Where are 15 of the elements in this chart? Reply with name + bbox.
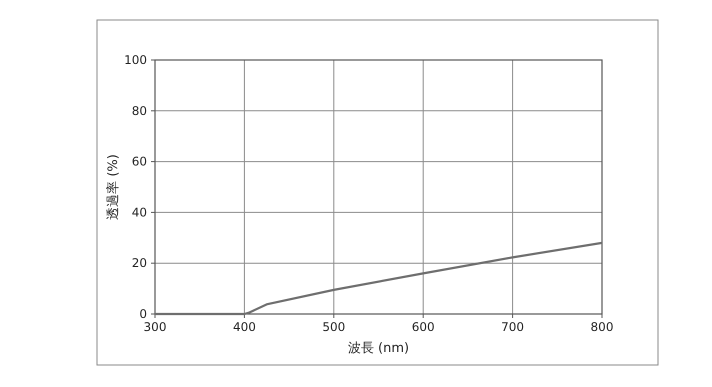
y-tick-label: 40	[132, 205, 147, 220]
y-tick-label: 80	[132, 104, 147, 118]
x-tick-label: 400	[232, 320, 256, 334]
y-tick-label: 60	[132, 154, 147, 169]
x-tick-label: 700	[501, 320, 524, 334]
y-tick-label: 20	[132, 256, 147, 270]
y-tick-label: 0	[139, 307, 147, 321]
x-tick-label: 500	[322, 320, 346, 334]
x-axis-title: 波長 (nm)	[348, 341, 410, 356]
x-tick-label: 800	[590, 320, 614, 334]
y-axis-title: 透過率 (%)	[105, 154, 121, 220]
y-tick-label: 100	[124, 53, 147, 67]
x-tick-label: 300	[144, 320, 166, 334]
x-tick-label: 600	[412, 320, 435, 334]
line-series	[154, 242, 604, 316]
